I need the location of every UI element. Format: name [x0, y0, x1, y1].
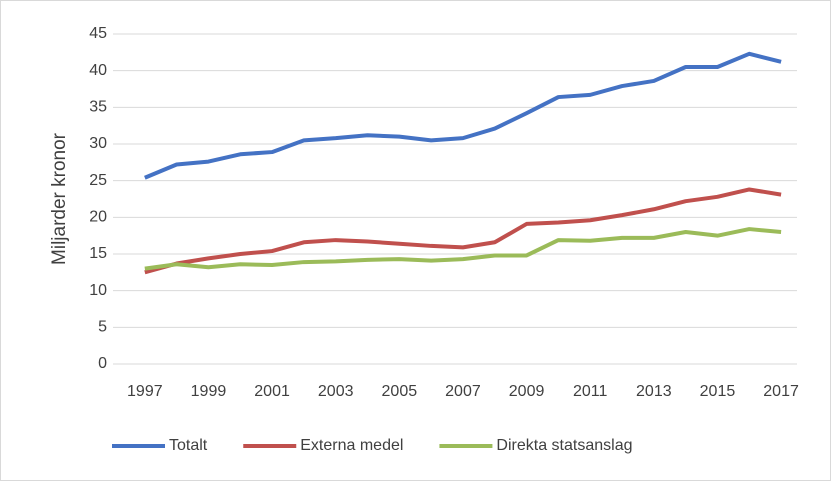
legend-label: Direkta statsanslag	[496, 437, 632, 454]
series-line	[144, 51, 782, 180]
y-tick-label: 15	[89, 245, 107, 262]
x-tick-label: 2017	[763, 383, 799, 400]
y-tick-label: 30	[89, 135, 107, 152]
y-tick-label: 20	[89, 209, 107, 226]
y-tick-label: 5	[98, 319, 107, 336]
x-tick-label: 2005	[382, 383, 418, 400]
x-tick-label: 2003	[318, 383, 354, 400]
y-axis-label: Miljarder kronor	[49, 132, 70, 265]
y-tick-label: 10	[89, 282, 107, 299]
y-tick-label: 40	[89, 62, 107, 79]
series-line	[144, 227, 782, 271]
x-tick-label: 2013	[636, 383, 672, 400]
x-tick-label: 2001	[254, 383, 290, 400]
y-tick-label: 45	[89, 25, 107, 42]
y-tick-label: 0	[98, 355, 107, 372]
legend-label: Externa medel	[300, 437, 403, 454]
x-tick-label: 1999	[191, 383, 227, 400]
y-tick-label: 35	[89, 99, 107, 116]
series-line	[144, 187, 782, 275]
x-tick-label: 1997	[127, 383, 163, 400]
x-tick-label: 2009	[509, 383, 545, 400]
x-tick-label: 2015	[700, 383, 736, 400]
x-tick-label: 2007	[445, 383, 481, 400]
legend-label: Totalt	[169, 437, 208, 454]
x-tick-label: 2011	[573, 383, 608, 400]
y-tick-label: 25	[89, 172, 107, 189]
